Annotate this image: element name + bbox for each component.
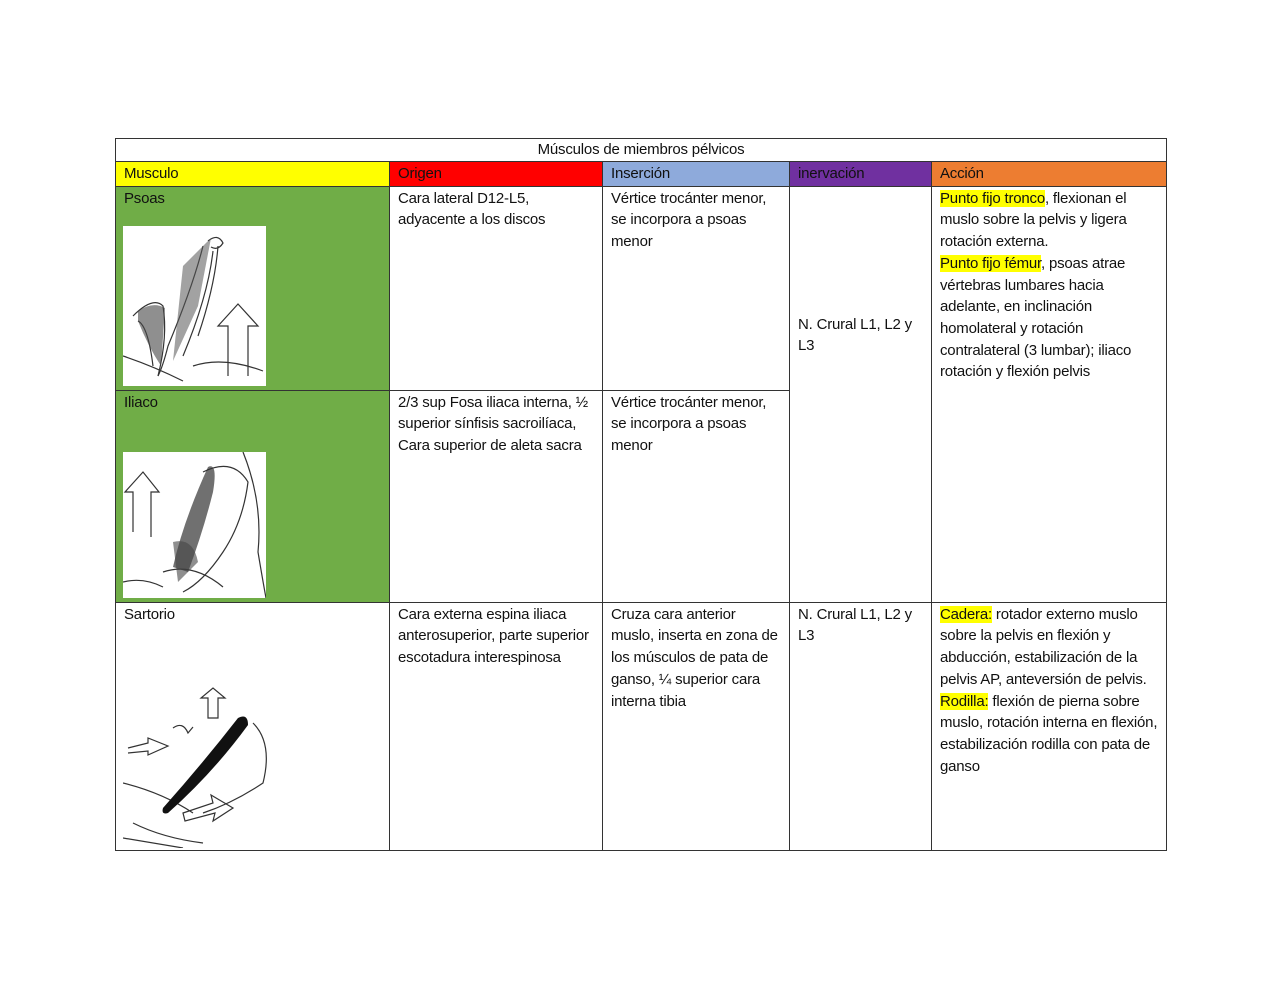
psoas-illustration <box>123 226 266 386</box>
innervation-cell: N. Crural L1, L2 y L3 <box>789 185 932 603</box>
origin-cell: 2/3 sup Fosa iliaca interna, ½ superior … <box>389 389 603 603</box>
highlight: Punto fijo fémur <box>940 254 1042 272</box>
highlight: Cadera: <box>940 605 992 623</box>
highlight: Rodilla: <box>940 692 989 710</box>
header-cell: Inserción <box>602 161 790 187</box>
action-cell: Cadera: rotador externo muslo sobre la p… <box>930 601 1168 851</box>
origin-cell: Cara lateral D12-L5, adyacente a los dis… <box>389 185 603 391</box>
origin-cell: Cara externa espina iliaca anterosuperio… <box>389 601 603 851</box>
sartorio-illustration <box>123 663 277 848</box>
header-cell: Origen <box>389 161 603 187</box>
insertion-cell: Vértice trocánter menor, se incorpora a … <box>602 389 790 603</box>
action-cell: Punto fijo tronco, flexionan el muslo so… <box>930 185 1168 603</box>
action-paragraph: Punto fijo tronco, flexionan el muslo so… <box>940 188 1158 253</box>
header-cell: Musculo <box>115 161 390 187</box>
action-text: flexión de pierna sobre muslo, rotación … <box>940 692 1158 775</box>
action-paragraph: Rodilla: flexión de pierna sobre muslo, … <box>940 691 1158 778</box>
iliaco-illustration <box>123 452 266 598</box>
muscle-table: Músculos de miembros pélvicos Musculo Or… <box>114 138 1168 851</box>
action-paragraph: Cadera: rotador externo muslo sobre la p… <box>940 604 1158 691</box>
action-text: , psoas atrae vértebras lumbares hacia a… <box>940 254 1132 381</box>
innervation-cell: N. Crural L1, L2 y L3 <box>789 601 932 851</box>
table-title: Músculos de miembros pélvicos <box>114 138 1168 162</box>
insertion-cell: Vértice trocánter menor, se incorpora a … <box>602 185 790 391</box>
header-cell: Acción <box>930 161 1168 187</box>
action-text: rotador externo muslo sobre la pelvis en… <box>940 605 1147 688</box>
highlight: Punto fijo tronco <box>940 189 1045 207</box>
action-text: , flexionan el muslo sobre la pelvis y l… <box>940 189 1127 251</box>
insertion-cell: Cruza cara anterior muslo, inserta en zo… <box>602 601 790 851</box>
header-cell: inervación <box>789 161 932 187</box>
action-paragraph: Punto fijo fémur, psoas atrae vértebras … <box>940 253 1158 383</box>
